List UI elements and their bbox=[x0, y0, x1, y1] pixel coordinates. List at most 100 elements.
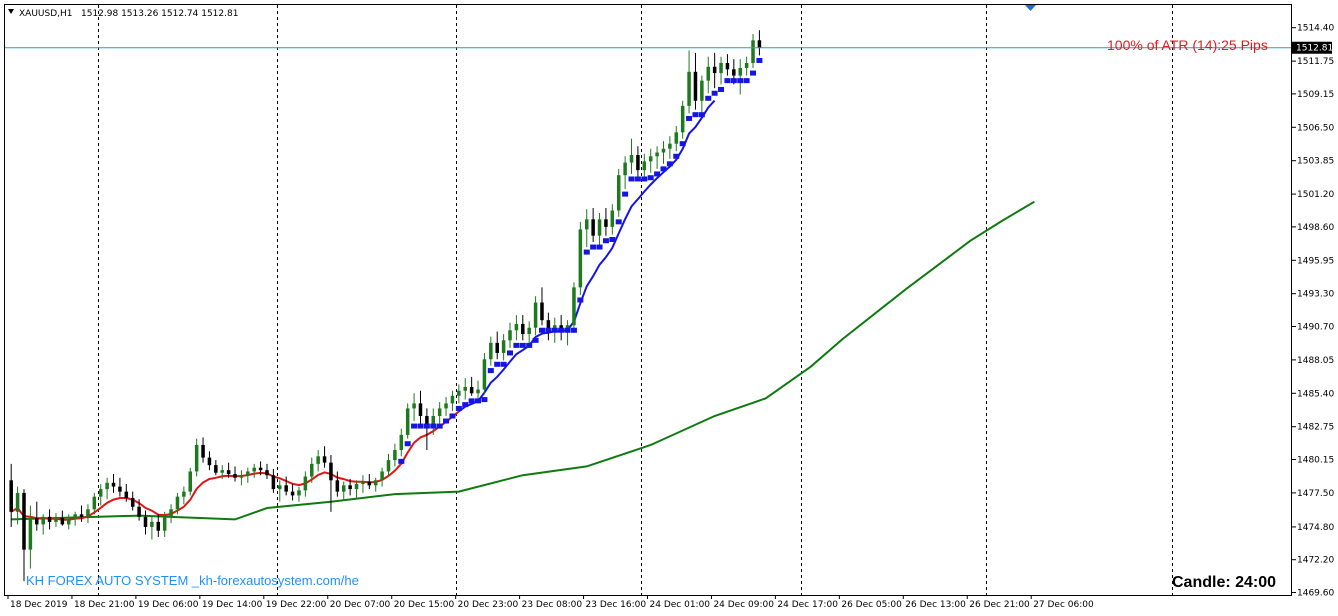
candle-body bbox=[265, 470, 269, 476]
trailing-stop-marker bbox=[500, 361, 507, 367]
trailing-stop-marker bbox=[730, 78, 737, 84]
slow-ma-line bbox=[11, 200, 1035, 521]
candle-body bbox=[597, 219, 602, 236]
trailing-stop-marker bbox=[737, 78, 744, 84]
candle-body bbox=[194, 444, 199, 472]
time-tick-label: 26 Dec 21:00 bbox=[969, 600, 1030, 610]
trailing-stop-marker bbox=[647, 175, 654, 181]
candle-body bbox=[572, 287, 576, 326]
time-tick-label: 26 Dec 13:00 bbox=[905, 600, 966, 610]
trailing-stop-marker bbox=[519, 342, 526, 348]
trailing-stop-marker bbox=[411, 423, 418, 429]
candle-body bbox=[98, 489, 103, 497]
trailing-stop-marker bbox=[718, 86, 725, 92]
candle-body bbox=[738, 68, 742, 76]
candle-timer: Candle: 24:00 bbox=[1172, 574, 1276, 591]
time-tick-label: 19 Dec 22:00 bbox=[266, 600, 327, 610]
candle-body bbox=[591, 219, 595, 236]
candle-body bbox=[124, 491, 129, 498]
candle-body bbox=[521, 323, 525, 335]
candle-body bbox=[732, 69, 736, 76]
candle-body bbox=[380, 471, 384, 481]
trailing-stop-marker bbox=[455, 405, 462, 411]
candle-body bbox=[629, 155, 634, 163]
trailing-stop-marker bbox=[634, 176, 641, 182]
candle-body bbox=[322, 456, 327, 463]
candle-body bbox=[482, 359, 487, 390]
candle-body bbox=[86, 509, 90, 517]
candle-body bbox=[35, 518, 39, 525]
trailing-stop-marker bbox=[577, 297, 584, 303]
current-price-label: 1512.81 bbox=[1296, 44, 1333, 54]
trailing-stop-marker bbox=[711, 90, 718, 96]
chart-shift-marker-icon[interactable] bbox=[1025, 5, 1036, 11]
trailing-stop-marker bbox=[660, 166, 667, 172]
trailing-stop-marker bbox=[750, 70, 757, 76]
current-price-tag: 1512.81 bbox=[1292, 41, 1333, 54]
price-axis: 1469.60 1472.20 1474.80 1477.50 1480.15 1482.… bbox=[1292, 24, 1334, 598]
fast-moving-average bbox=[10, 99, 716, 521]
price-tick-label: 1493.30 bbox=[1297, 290, 1334, 300]
ohlc-label: 1512.98 1513.26 1512.74 1512.81 bbox=[81, 9, 238, 19]
trailing-stop-marker bbox=[551, 327, 558, 333]
trailing-stop-marker bbox=[654, 171, 661, 177]
trailing-stop-marker bbox=[570, 327, 577, 333]
candle-body bbox=[469, 386, 474, 394]
candle-body bbox=[239, 475, 244, 478]
trailing-stop-marker bbox=[398, 458, 405, 464]
trailing-stop-marker bbox=[443, 418, 450, 424]
candle-body bbox=[636, 155, 640, 171]
price-tick-label: 1485.40 bbox=[1297, 389, 1334, 399]
candle-body bbox=[604, 219, 608, 227]
price-tick-label: 1474.80 bbox=[1297, 523, 1334, 533]
symbol-label: XAUUSD,H1 bbox=[19, 9, 73, 19]
candle-body bbox=[150, 521, 154, 527]
candle-body bbox=[399, 434, 404, 451]
trailing-stop-marker bbox=[583, 249, 590, 255]
candle-body bbox=[226, 470, 231, 474]
candle-body bbox=[744, 62, 749, 69]
price-tick-label: 1511.75 bbox=[1297, 57, 1334, 67]
candle-body bbox=[386, 460, 391, 472]
candle-body bbox=[278, 485, 282, 490]
candle-body bbox=[405, 408, 410, 435]
candle-body bbox=[348, 485, 352, 490]
price-tick-label: 1501.20 bbox=[1297, 190, 1334, 200]
trailing-stop-marker bbox=[743, 78, 750, 84]
time-tick-label: 20 Dec 15:00 bbox=[394, 600, 455, 610]
candle-body bbox=[527, 327, 531, 335]
trailing-stop-marker bbox=[641, 176, 648, 182]
candle-body bbox=[335, 480, 340, 492]
candle-body bbox=[143, 516, 148, 527]
slow-moving-average bbox=[11, 200, 1035, 521]
time-tick-label: 20 Dec 07:00 bbox=[330, 600, 391, 610]
candle-body bbox=[687, 71, 691, 106]
candle-body bbox=[578, 229, 583, 288]
trailing-stop-marker bbox=[679, 141, 686, 147]
candle-body bbox=[66, 519, 71, 525]
price-tick-label: 1488.05 bbox=[1297, 356, 1334, 366]
candle-body bbox=[425, 415, 429, 425]
candle-body bbox=[610, 210, 615, 227]
trailing-stop-marker bbox=[538, 327, 545, 333]
candle-body bbox=[303, 476, 308, 491]
candle-body bbox=[118, 486, 122, 492]
trailing-stop-marker bbox=[468, 398, 475, 404]
candle-body bbox=[169, 509, 173, 517]
candle-body bbox=[284, 485, 288, 492]
trailing-stop-marker bbox=[404, 441, 411, 447]
trailing-stop-marker bbox=[526, 342, 533, 348]
price-tick-label: 1472.20 bbox=[1297, 556, 1334, 566]
candle-body bbox=[156, 521, 161, 531]
trailing-stop-marker bbox=[532, 337, 539, 343]
candle-body bbox=[584, 219, 589, 230]
price-tick-label: 1503.85 bbox=[1297, 157, 1334, 167]
candle-body bbox=[725, 62, 730, 70]
candle-body bbox=[214, 465, 218, 473]
trailing-stop-marker bbox=[756, 57, 763, 63]
candle-body bbox=[297, 490, 301, 496]
candle-body bbox=[373, 480, 378, 486]
candle-body bbox=[207, 457, 212, 466]
chart-menu-arrow-icon[interactable] bbox=[8, 9, 14, 14]
